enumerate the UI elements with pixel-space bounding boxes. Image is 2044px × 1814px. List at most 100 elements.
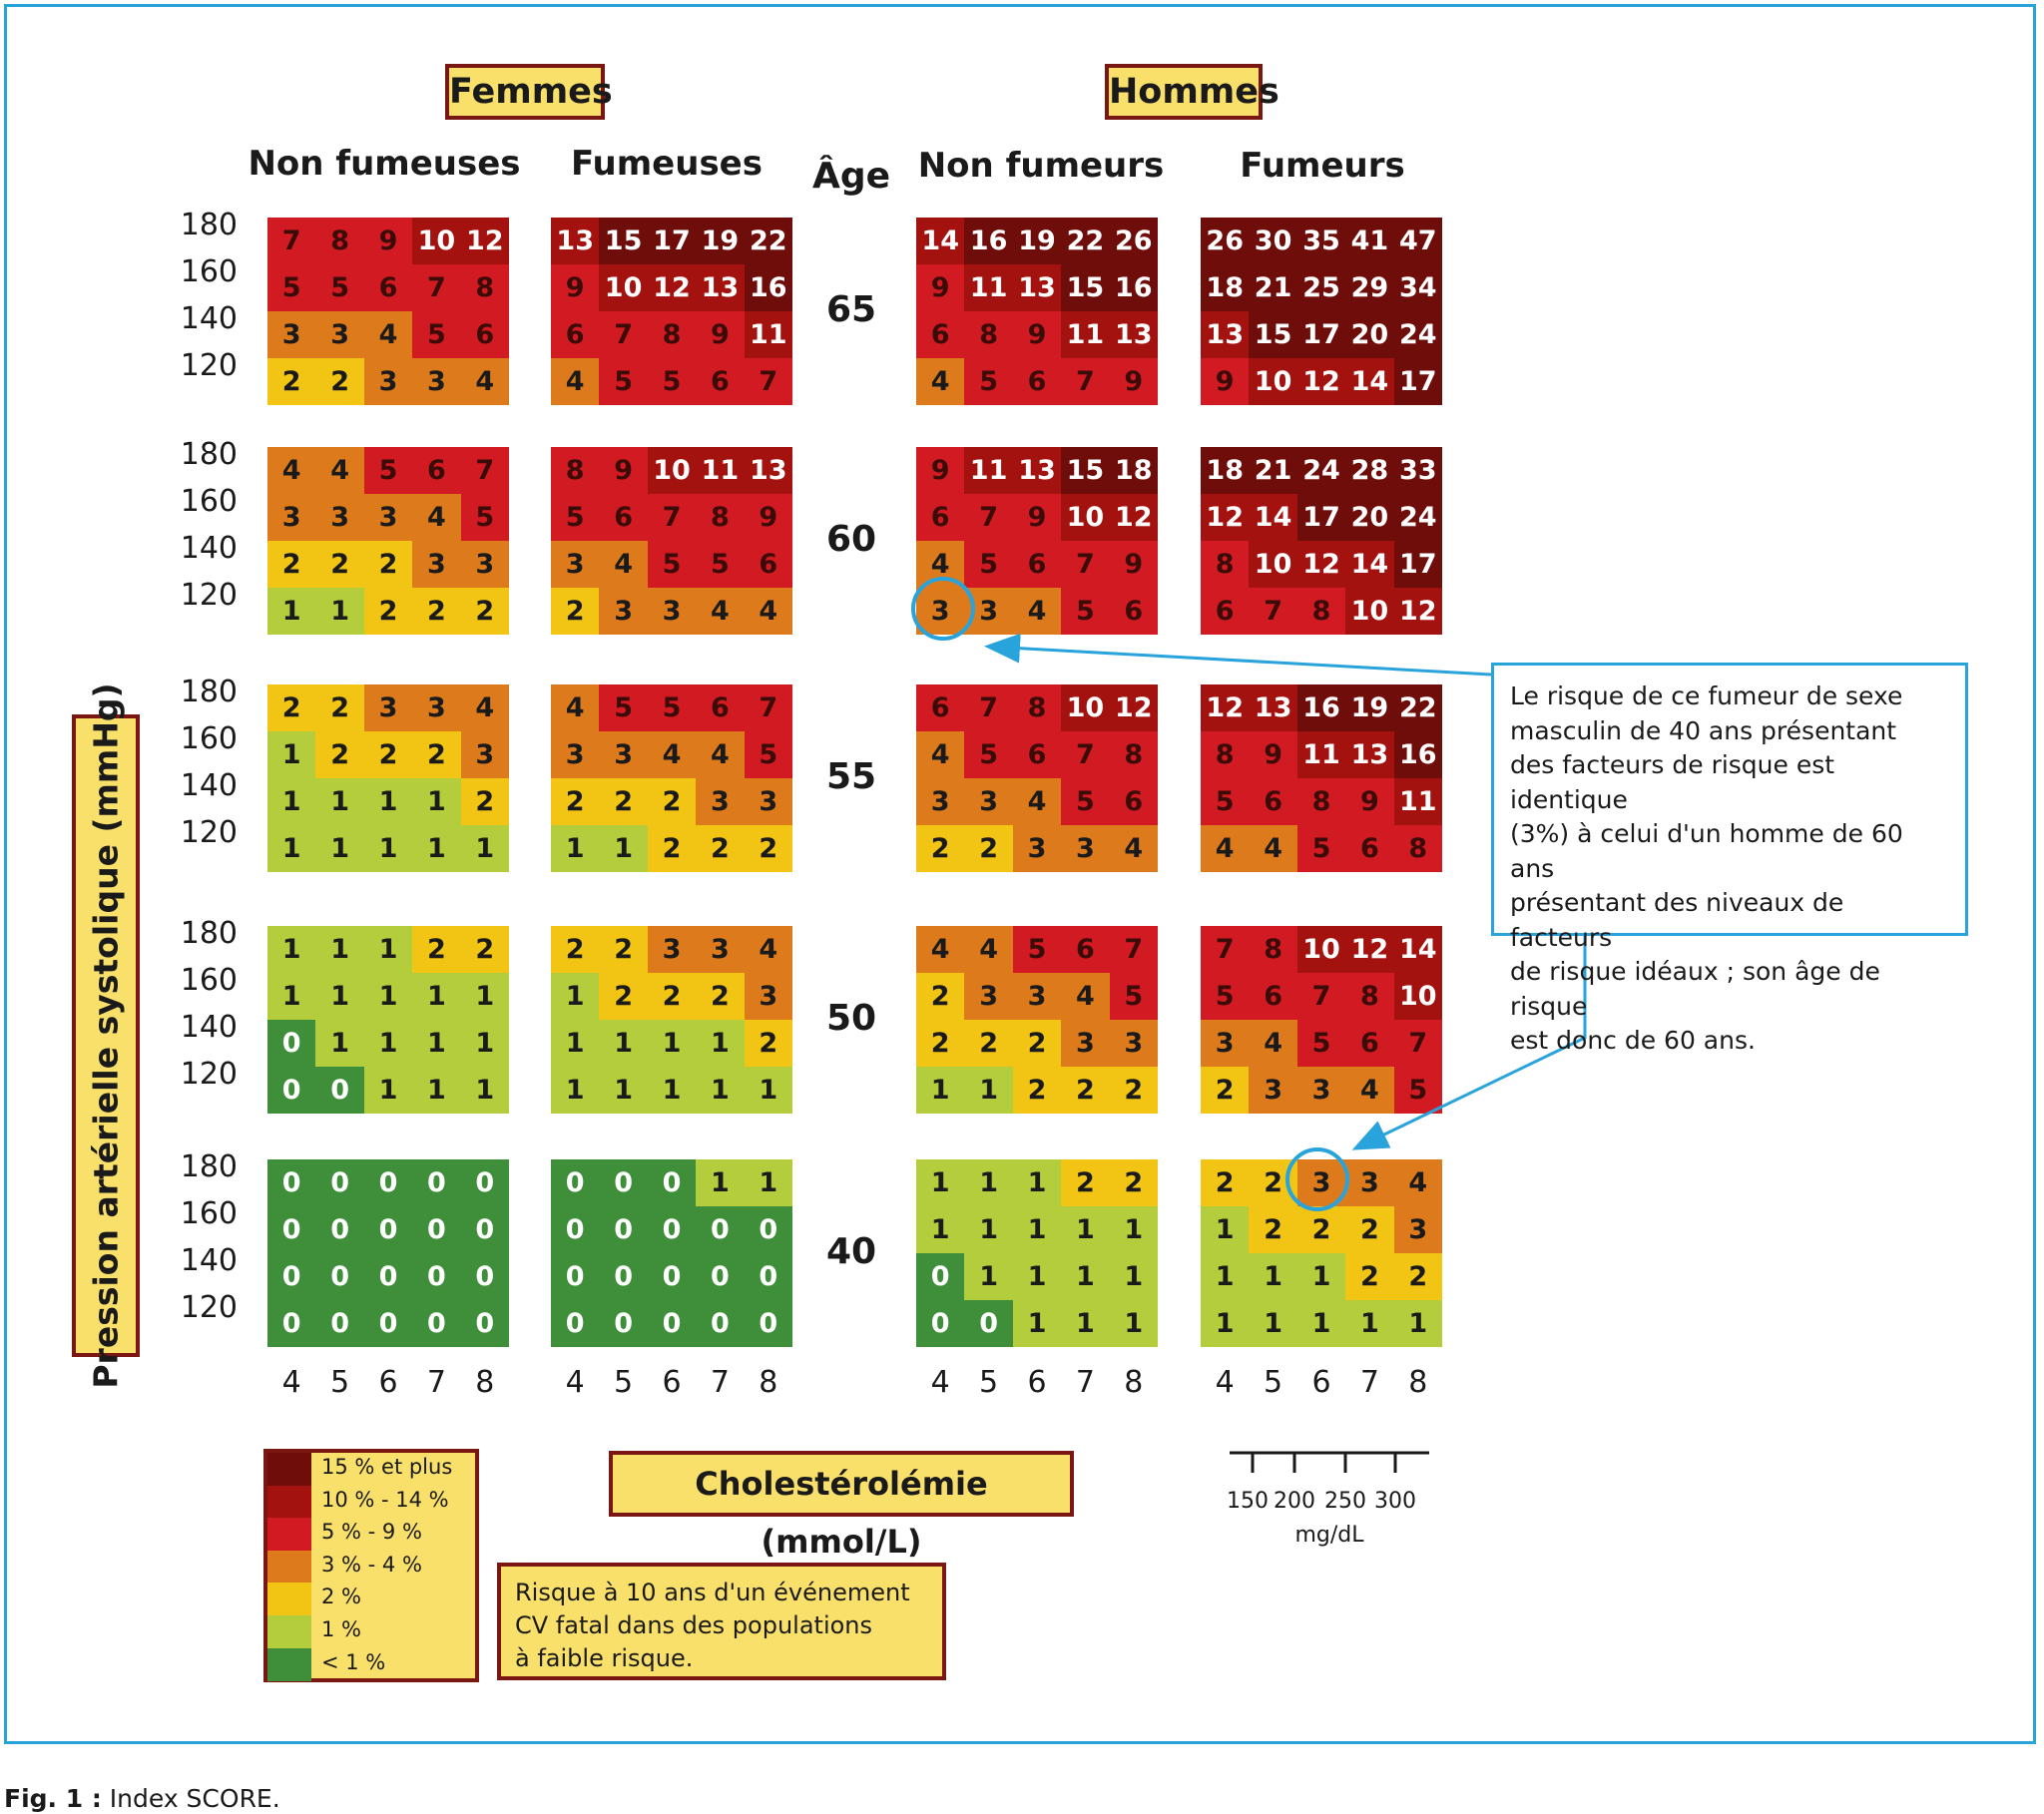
risk-cell: 3 [315,311,364,358]
risk-cell: 24 [1393,494,1442,541]
risk-cell: 2 [551,778,600,825]
risk-cell: 4 [412,494,461,541]
risk-cell: 13 [1012,264,1062,311]
risk-cell: 24 [1393,311,1442,358]
risk-cell: 11 [964,447,1013,494]
risk-cell: 24 [1296,447,1346,494]
caption-text: Index SCORE. [101,1784,280,1813]
risk-cell: 2 [315,684,364,731]
risk-cell: 1 [460,1020,509,1067]
risk-cell: 1 [599,1067,648,1114]
risk-cell: 0 [412,1253,461,1300]
risk-cell: 5 [412,311,461,358]
legend-item: 1 % [267,1615,475,1648]
risk-cell: 3 [744,778,792,825]
risk-cell: 10 [647,447,697,494]
risk-cell: 0 [363,1253,413,1300]
risk-cell: 7 [1061,358,1110,405]
risk-cell: 5 [964,358,1013,405]
risk-cell: 1 [744,1067,792,1114]
risk-grid: 12 13 16 19 22 8 9 11 13 16 5 6 8 9 11 4 4 5 6 8 [1201,684,1442,872]
risk-cell: 6 [916,311,965,358]
mgdl-tick-label: 300 [1374,1489,1416,1514]
risk-cell: 13 [1109,311,1158,358]
risk-cell: 12 [1296,358,1346,405]
risk-cell: 0 [551,1253,600,1300]
risk-cell: 10 [412,218,461,264]
risk-cell: 25 [1296,264,1346,311]
risk-grid: 9 11 13 15 18 6 7 9 10 12 4 5 6 7 9 3 3 4 5 6 [916,447,1158,635]
legend-swatch [267,1615,311,1648]
cholesterol-tick-label: 7 [1075,1365,1095,1400]
risk-cell: 0 [696,1206,745,1253]
figure-caption: Fig. 1 : Index SCORE. [4,1784,280,1813]
risk-cell: 8 [1393,825,1442,872]
risk-cell: 0 [647,1300,697,1347]
risk-cell: 0 [744,1253,792,1300]
risk-cell: 17 [1296,311,1346,358]
risk-cell: 13 [551,218,600,264]
risk-cell: 1 [267,778,316,825]
risk-cell: 1 [315,1020,364,1067]
risk-cell: 12 [1393,588,1442,635]
risk-cell: 9 [1109,541,1158,588]
risk-cell: 7 [1109,926,1158,973]
sbp-tick-label: 120 [180,1290,238,1325]
risk-cell: 5 [460,494,509,541]
risk-cell: 10 [1249,358,1297,405]
risk-cell: 3 [696,778,745,825]
risk-cell: 5 [551,494,600,541]
risk-cell: 1 [412,825,461,872]
risk-cell: 8 [1201,541,1250,588]
risk-cell: 3 [412,358,461,405]
risk-cell: 5 [363,447,413,494]
risk-cell: 4 [267,447,316,494]
risk-cell: 0 [916,1253,965,1300]
risk-cell: 6 [1249,973,1297,1020]
risk-cell: 2 [412,731,461,778]
risk-cell: 1 [1201,1300,1250,1347]
risk-cell: 3 [1249,1067,1297,1114]
risk-cell: 10 [1393,973,1442,1020]
risk-cell: 2 [1296,1206,1346,1253]
risk-cell: 2 [460,588,509,635]
risk-cell: 6 [551,311,600,358]
risk-cell: 1 [1061,1300,1110,1347]
risk-cell: 4 [1393,1159,1442,1206]
risk-cell: 1 [412,973,461,1020]
risk-cell: 3 [916,588,965,635]
risk-cell: 2 [315,358,364,405]
risk-cell: 1 [315,588,364,635]
sbp-tick-label: 160 [180,721,238,756]
risk-cell: 5 [1296,1020,1346,1067]
risk-cell: 4 [315,447,364,494]
risk-cell: 4 [916,731,965,778]
risk-cell: 9 [363,218,413,264]
risk-cell: 9 [599,447,648,494]
risk-cell: 1 [964,1067,1013,1114]
risk-cell: 7 [1393,1020,1442,1067]
callout-line: Le risque de ce fumeur de sexe [1510,681,1903,710]
risk-cell: 0 [363,1300,413,1347]
legend-swatch [267,1518,311,1552]
risk-cell: 14 [1345,541,1394,588]
risk-cell: 26 [1109,218,1158,264]
risk-cell: 1 [551,1067,600,1114]
risk-cell: 1 [1201,1206,1250,1253]
age-label: 40 [825,1231,877,1272]
risk-cell: 1 [599,1020,648,1067]
risk-cell: 16 [1393,731,1442,778]
age-label: 65 [825,289,877,330]
risk-cell: 1 [315,778,364,825]
legend-item: 15 % et plus [267,1453,475,1486]
risk-cell: 26 [1201,218,1250,264]
risk-cell: 1 [1012,1300,1062,1347]
risk-cell: 7 [267,218,316,264]
cholesterol-tick-label: 5 [330,1365,350,1400]
risk-cell: 7 [744,684,792,731]
risk-cell: 12 [1201,684,1250,731]
risk-cell: 0 [412,1300,461,1347]
mgdl-tick-label: 150 [1227,1489,1269,1514]
